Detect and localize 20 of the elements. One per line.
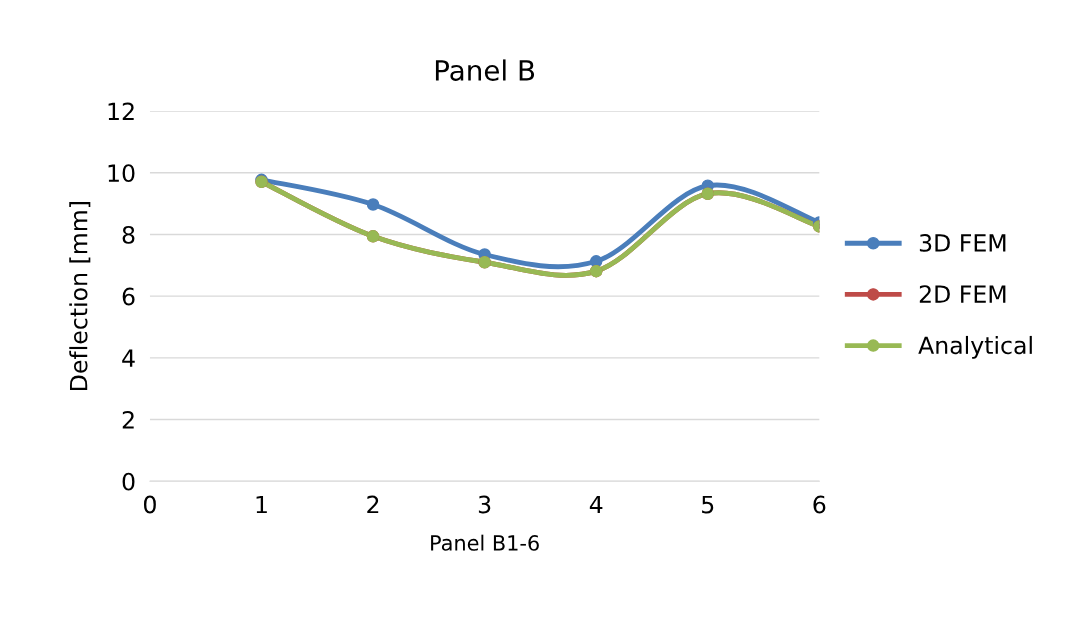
- legend-label: Analytical: [918, 335, 1032, 359]
- y-tick-label: 0: [122, 472, 135, 491]
- legend-label: 2D FEM: [919, 285, 1006, 303]
- y-tick-label: 2: [122, 411, 134, 429]
- y-tick-label: 4: [122, 349, 135, 367]
- x-tick-label: 4: [589, 495, 603, 514]
- y-tick-label: 10: [108, 164, 135, 183]
- x-tick-label: 0: [143, 495, 156, 514]
- y-tick-label: 12: [108, 102, 134, 121]
- x-tick-label: 3: [478, 495, 491, 514]
- legend-label: 3D FEM: [919, 233, 1006, 252]
- chart-title: Panel B: [435, 59, 535, 81]
- x-tick-label: 6: [813, 495, 826, 514]
- x-tick-label: 5: [702, 495, 714, 514]
- x-tick-label: 1: [256, 495, 267, 514]
- y-axis-title: Deflection [mm]: [69, 202, 91, 390]
- y-tick-label: 8: [122, 225, 135, 244]
- y-tick-label: 6: [122, 287, 135, 306]
- x-tick-label: 2: [367, 495, 379, 514]
- x-axis-title: Panel B1-6: [431, 534, 539, 551]
